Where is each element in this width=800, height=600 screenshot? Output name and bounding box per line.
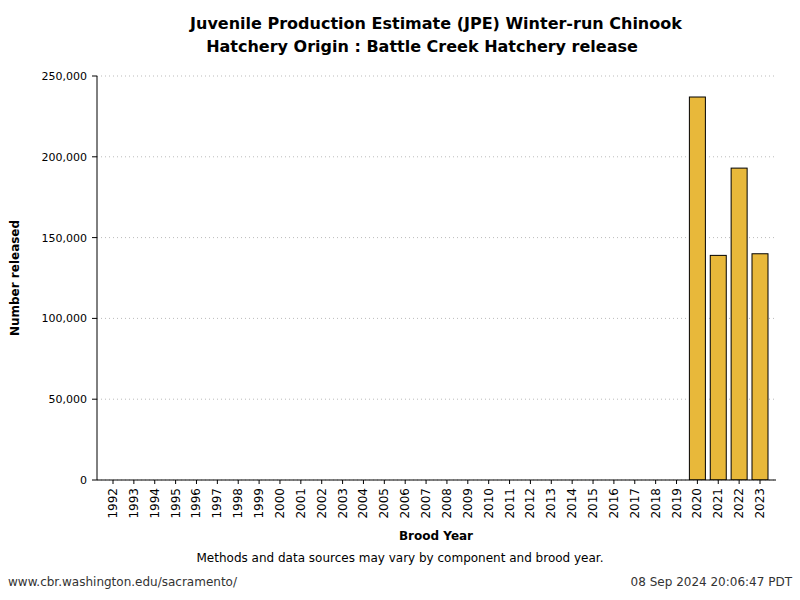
x-tick-label: 2016	[607, 488, 621, 519]
x-tick-label: 2023	[753, 488, 767, 519]
x-tick	[634, 480, 635, 484]
y-tick-label: 100,000	[42, 312, 88, 325]
x-tick	[718, 480, 719, 484]
y-tick-label: 250,000	[42, 70, 88, 83]
x-tick-label: 2000	[273, 488, 287, 519]
x-tick	[739, 480, 740, 484]
x-tick-label: 1995	[169, 488, 183, 519]
x-tick-label: 2008	[440, 488, 454, 519]
x-tick-label: 2012	[523, 488, 537, 519]
x-tick	[530, 480, 531, 484]
x-tick-label: 2015	[586, 488, 600, 519]
x-tick-label: 1992	[106, 488, 120, 519]
chart: Juvenile Production Estimate (JPE) Winte…	[0, 0, 800, 600]
x-tick-label: 1994	[148, 488, 162, 519]
x-tick	[384, 480, 385, 484]
grid-line	[97, 318, 776, 319]
x-tick-label: 2013	[544, 488, 558, 519]
grid-line	[97, 156, 776, 157]
x-tick	[446, 480, 447, 484]
x-tick	[467, 480, 468, 484]
y-tick	[92, 237, 97, 238]
x-tick-label: 1998	[231, 488, 245, 519]
bar	[731, 168, 747, 480]
x-tick	[175, 480, 176, 484]
x-tick	[593, 480, 594, 484]
grid-line	[97, 237, 776, 238]
x-tick	[572, 480, 573, 484]
x-tick-label: 1993	[127, 488, 141, 519]
title: Juvenile Production Estimate (JPE) Winte…	[189, 14, 682, 33]
subtitle: Hatchery Origin : Battle Creek Hatchery …	[206, 37, 638, 56]
grid-line	[97, 76, 776, 77]
x-tick	[363, 480, 364, 484]
y-tick	[92, 76, 97, 77]
x-tick	[279, 480, 280, 484]
grid-line	[97, 480, 776, 481]
bar	[689, 97, 705, 480]
x-tick-label: 2007	[419, 488, 433, 519]
x-tick	[760, 480, 761, 484]
x-tick	[238, 480, 239, 484]
x-tick-label: 2022	[732, 488, 746, 519]
x-tick	[259, 480, 260, 484]
x-tick	[509, 480, 510, 484]
x-tick-label: 2021	[711, 488, 725, 519]
x-tick	[488, 480, 489, 484]
x-tick-label: 2010	[482, 488, 496, 519]
y-axis-label: Number released	[8, 220, 22, 336]
background	[0, 0, 800, 600]
x-tick	[342, 480, 343, 484]
x-tick	[676, 480, 677, 484]
y-tick	[92, 156, 97, 157]
y-tick	[92, 318, 97, 319]
x-tick-label: 2014	[565, 488, 579, 519]
x-tick	[426, 480, 427, 484]
x-tick	[551, 480, 552, 484]
x-tick	[154, 480, 155, 484]
x-tick-label: 2020	[690, 488, 704, 519]
y-tick-label: 150,000	[42, 232, 88, 245]
bars	[689, 97, 768, 480]
x-tick-label: 1997	[210, 488, 224, 519]
x-tick-label: 2002	[315, 488, 329, 519]
bar	[752, 254, 768, 480]
x-tick-label: 2018	[649, 488, 663, 519]
timestamp: 08 Sep 2024 20:06:47 PDT	[631, 575, 793, 589]
x-tick	[113, 480, 114, 484]
note: Methods and data sources may vary by com…	[197, 551, 604, 565]
y-tick-label: 0	[80, 474, 87, 487]
x-tick-label: 1996	[189, 488, 203, 519]
y-axis	[97, 76, 98, 480]
source: www.cbr.washington.edu/sacramento/	[8, 575, 238, 589]
x-tick-label: 2019	[670, 488, 684, 519]
x-tick	[217, 480, 218, 484]
x-tick-label: 2003	[336, 488, 350, 519]
x-tick-label: 2011	[503, 488, 517, 519]
y-tick	[92, 399, 97, 400]
x-tick-label: 2001	[294, 488, 308, 519]
bar	[710, 255, 726, 480]
x-tick	[300, 480, 301, 484]
y-tick	[92, 480, 97, 481]
y-tick-label: 50,000	[49, 393, 88, 406]
x-tick-label: 2004	[356, 488, 370, 519]
x-tick	[321, 480, 322, 484]
grid-line	[97, 399, 776, 400]
x-tick	[655, 480, 656, 484]
x-tick-label: 2005	[377, 488, 391, 519]
x-tick-label: 2006	[398, 488, 412, 519]
x-tick	[133, 480, 134, 484]
y-tick-label: 200,000	[42, 151, 88, 164]
x-axis-label: Brood Year	[399, 529, 473, 543]
x-tick-label: 2009	[461, 488, 475, 519]
x-tick	[405, 480, 406, 484]
x-tick-label: 1999	[252, 488, 266, 519]
x-axis	[97, 480, 776, 481]
x-tick	[697, 480, 698, 484]
x-tick	[613, 480, 614, 484]
x-tick-label: 2017	[628, 488, 642, 519]
x-tick	[196, 480, 197, 484]
